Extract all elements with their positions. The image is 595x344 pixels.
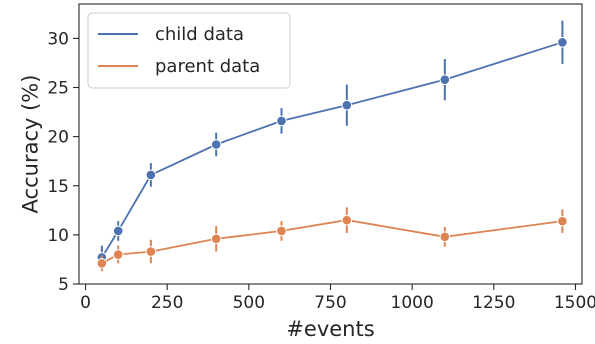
y-tick-label: 30 xyxy=(47,29,69,49)
series-parent-data xyxy=(96,207,568,272)
data-point xyxy=(439,231,451,243)
x-axis-label: #events xyxy=(286,317,374,341)
x-tick-label: 750 xyxy=(314,293,346,313)
legend-box xyxy=(87,12,291,89)
series-line-parent-data xyxy=(101,219,563,265)
y-tick-label: 10 xyxy=(47,226,69,246)
data-point xyxy=(276,225,287,237)
series-line-child-data xyxy=(101,41,563,258)
x-axis-ticks: 0 250 500 750 1000 1250 1500 xyxy=(80,284,595,313)
data-point xyxy=(145,169,157,181)
data-point xyxy=(210,233,222,245)
y-tick-label: 5 xyxy=(58,275,69,295)
x-tick-label: 0 xyxy=(80,293,91,313)
x-tick-label: 1250 xyxy=(472,293,515,313)
y-tick-label: 20 xyxy=(47,128,69,148)
data-point xyxy=(210,139,222,150)
y-tick-label: 15 xyxy=(47,177,69,197)
x-tick-label: 1500 xyxy=(554,293,595,313)
data-point xyxy=(557,37,568,48)
legend-label-child-data: child data xyxy=(155,24,244,45)
x-tick-label: 250 xyxy=(151,293,183,313)
data-point xyxy=(276,115,287,127)
data-point xyxy=(112,249,124,260)
x-tick-label: 500 xyxy=(233,293,265,313)
y-axis-label: Accuracy (%) xyxy=(18,75,42,214)
legend: child data parent data xyxy=(87,12,291,89)
data-point xyxy=(557,215,568,227)
data-point xyxy=(145,246,157,257)
data-point xyxy=(341,214,353,226)
data-point xyxy=(341,99,353,111)
legend-label-parent-data: parent data xyxy=(155,56,260,77)
data-point xyxy=(96,258,108,269)
x-tick-label: 1000 xyxy=(391,293,434,313)
data-point xyxy=(112,225,124,237)
series-layer xyxy=(96,20,568,272)
y-axis-ticks: 5 10 15 20 25 30 xyxy=(47,29,79,295)
data-point xyxy=(439,74,451,85)
y-tick-label: 25 xyxy=(47,79,69,99)
